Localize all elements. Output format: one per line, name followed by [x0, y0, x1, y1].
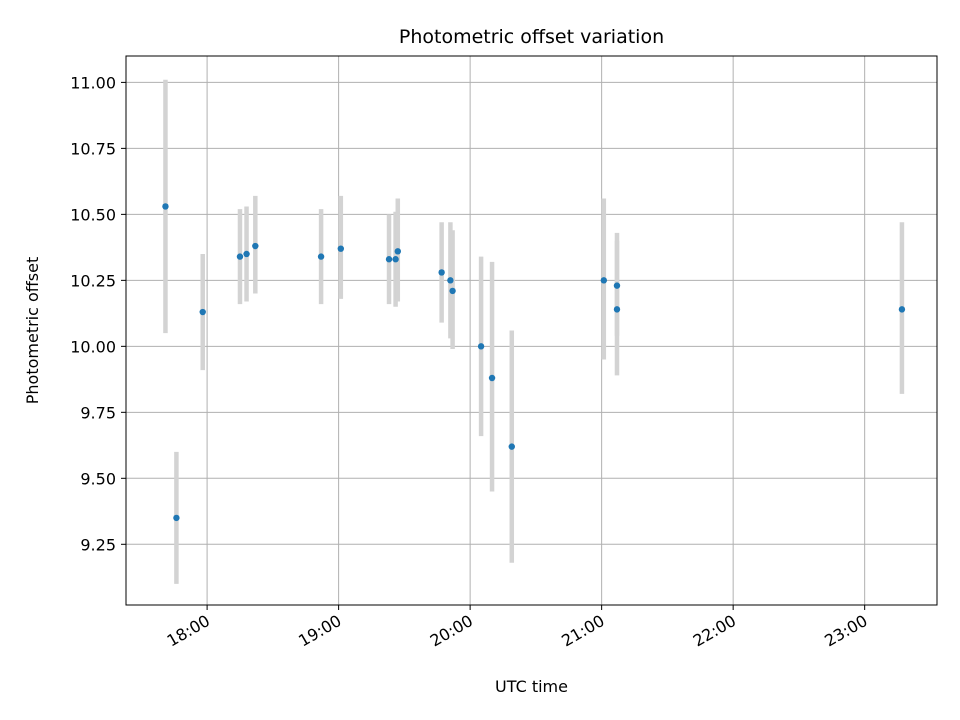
y-tick-label: 9.75 — [80, 403, 116, 422]
data-point — [199, 308, 206, 316]
data-point — [898, 306, 906, 313]
y-tick-label: 10.00 — [70, 337, 116, 356]
data-point — [243, 250, 250, 258]
y-tick-label: 10.50 — [70, 205, 116, 224]
data-point — [392, 256, 399, 263]
data-point — [508, 443, 515, 450]
data-point — [613, 282, 621, 289]
data-point — [600, 277, 608, 284]
data-point — [477, 343, 485, 350]
grid — [126, 56, 937, 605]
data-point — [394, 248, 401, 255]
x-axis-label: UTC time — [495, 677, 568, 696]
data-point — [447, 277, 454, 284]
data-point — [385, 256, 393, 263]
data-point — [162, 203, 169, 210]
y-axis-label: Photometric offset — [23, 257, 42, 405]
data-point — [252, 242, 259, 250]
data-point — [613, 306, 621, 313]
data-point — [438, 269, 445, 276]
y-tick-label: 10.75 — [70, 139, 116, 158]
data-point — [173, 514, 180, 522]
data-point — [449, 287, 456, 295]
y-tick-label: 9.50 — [80, 469, 116, 488]
chart-title: Photometric offset variation — [399, 26, 664, 48]
data-points — [162, 203, 906, 522]
data-point — [488, 374, 496, 382]
y-tick-label: 11.00 — [70, 73, 116, 92]
data-point — [236, 253, 244, 260]
y-tick-label: 9.25 — [80, 535, 116, 554]
plot-frame — [125, 55, 938, 606]
data-point — [337, 245, 345, 252]
data-point — [317, 253, 325, 260]
y-tick-label: 10.25 — [70, 271, 116, 290]
